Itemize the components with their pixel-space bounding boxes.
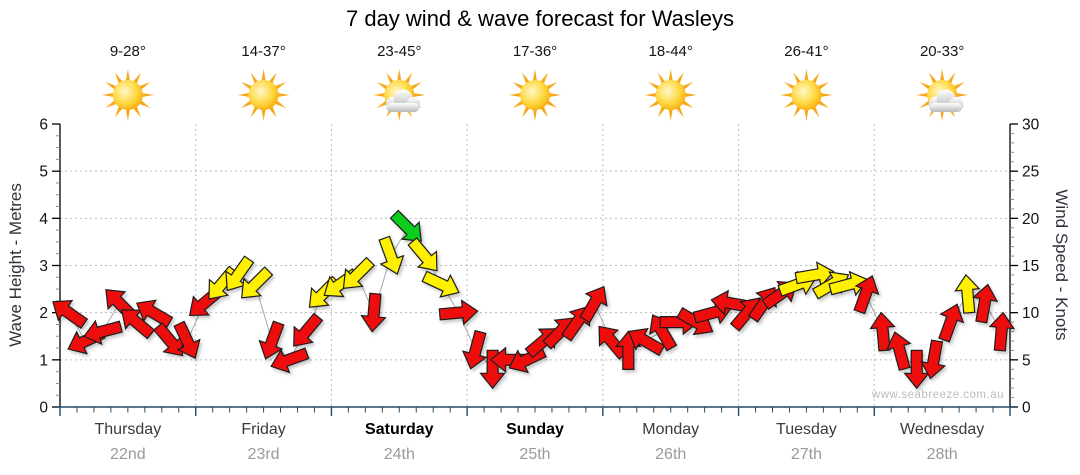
day-label: Sunday bbox=[506, 421, 564, 438]
wind-arrow bbox=[828, 270, 869, 297]
weather-icon-sunny bbox=[237, 69, 290, 121]
wind-arrow bbox=[342, 256, 376, 290]
left-tick-label: 0 bbox=[39, 400, 48, 417]
day-label: Friday bbox=[241, 421, 285, 438]
left-tick-label: 5 bbox=[39, 164, 48, 181]
right-tick-label: 30 bbox=[1022, 117, 1040, 134]
wind-arrow bbox=[988, 311, 1015, 352]
right-tick-label: 10 bbox=[1022, 305, 1040, 322]
cloud-icon bbox=[928, 89, 964, 112]
weather-icon-partly-cloudy bbox=[916, 69, 969, 121]
temp-label: 17-36° bbox=[513, 43, 557, 60]
right-tick-label: 0 bbox=[1022, 400, 1031, 417]
right-axis-title: Wind Speed - Knots bbox=[1052, 189, 1071, 340]
wind-arrow bbox=[407, 237, 438, 272]
right-tick-label: 20 bbox=[1022, 211, 1040, 228]
wind-arrow bbox=[421, 270, 460, 298]
wind-arrow bbox=[136, 299, 174, 328]
temp-label: 18-44° bbox=[649, 43, 693, 60]
date-label: 25th bbox=[519, 446, 550, 463]
wind-arrow bbox=[360, 292, 387, 333]
left-axis-title: Wave Height - Metres bbox=[6, 183, 25, 347]
wind-arrow bbox=[869, 311, 896, 352]
temp-label: 23-45° bbox=[377, 43, 421, 60]
day-label: Monday bbox=[642, 421, 699, 438]
wind-arrow bbox=[258, 320, 285, 360]
wind-arrow bbox=[378, 235, 405, 275]
wind-arrow bbox=[461, 329, 488, 370]
right-tick-label: 15 bbox=[1022, 258, 1039, 275]
left-tick-label: 3 bbox=[39, 258, 48, 275]
wind-arrow bbox=[389, 209, 422, 242]
temp-label: 9-28° bbox=[110, 43, 146, 60]
day-label: Saturday bbox=[365, 421, 434, 438]
wind-arrow bbox=[886, 331, 912, 371]
weather-icon-sunny bbox=[509, 69, 561, 121]
chart-title: 7 day wind & wave forecast for Wasleys bbox=[345, 6, 734, 31]
temp-label: 14-37° bbox=[241, 43, 285, 60]
date-label: 26th bbox=[655, 446, 686, 463]
wind-arrow bbox=[52, 299, 89, 329]
left-tick-label: 2 bbox=[39, 305, 48, 322]
temp-label: 20-33° bbox=[920, 43, 964, 60]
left-tick-label: 1 bbox=[39, 352, 48, 369]
wind-arrow bbox=[579, 285, 608, 324]
weather-icon-partly-cloudy bbox=[373, 69, 426, 121]
wind-arrow bbox=[853, 275, 880, 315]
date-label: 24th bbox=[384, 446, 415, 463]
wind-arrow bbox=[270, 347, 310, 374]
left-tick-label: 4 bbox=[39, 211, 48, 228]
wind-arrow bbox=[628, 327, 666, 357]
left-tick-label: 6 bbox=[39, 117, 48, 134]
wind-arrow bbox=[293, 312, 324, 347]
wind-arrow bbox=[479, 349, 506, 390]
date-label: 27th bbox=[791, 446, 822, 463]
watermark: www.seabreeze.com.au bbox=[871, 389, 1004, 401]
cloud-icon bbox=[385, 89, 421, 112]
date-label: 22nd bbox=[110, 446, 146, 463]
wind-arrow bbox=[240, 266, 274, 299]
wind-arrow bbox=[972, 283, 999, 324]
wind-arrow bbox=[438, 299, 479, 326]
day-label: Wednesday bbox=[900, 421, 984, 438]
temp-label: 26-41° bbox=[784, 43, 828, 60]
wind-arrow bbox=[83, 319, 123, 346]
right-tick-label: 5 bbox=[1022, 352, 1031, 369]
date-label: 23rd bbox=[248, 446, 280, 463]
wind-arrow bbox=[938, 303, 965, 343]
weather-icon-sunny bbox=[644, 69, 697, 121]
wind-arrow bbox=[173, 320, 201, 360]
day-label: Tuesday bbox=[776, 421, 837, 438]
date-label: 28th bbox=[927, 446, 958, 463]
weather-icon-sunny bbox=[101, 69, 154, 121]
right-tick-label: 25 bbox=[1022, 164, 1039, 181]
day-label: Thursday bbox=[95, 421, 162, 438]
wind-arrows bbox=[52, 209, 1015, 390]
wind-arrow bbox=[954, 273, 981, 314]
wind-arrow bbox=[920, 339, 947, 380]
weather-icon-sunny bbox=[780, 69, 833, 121]
